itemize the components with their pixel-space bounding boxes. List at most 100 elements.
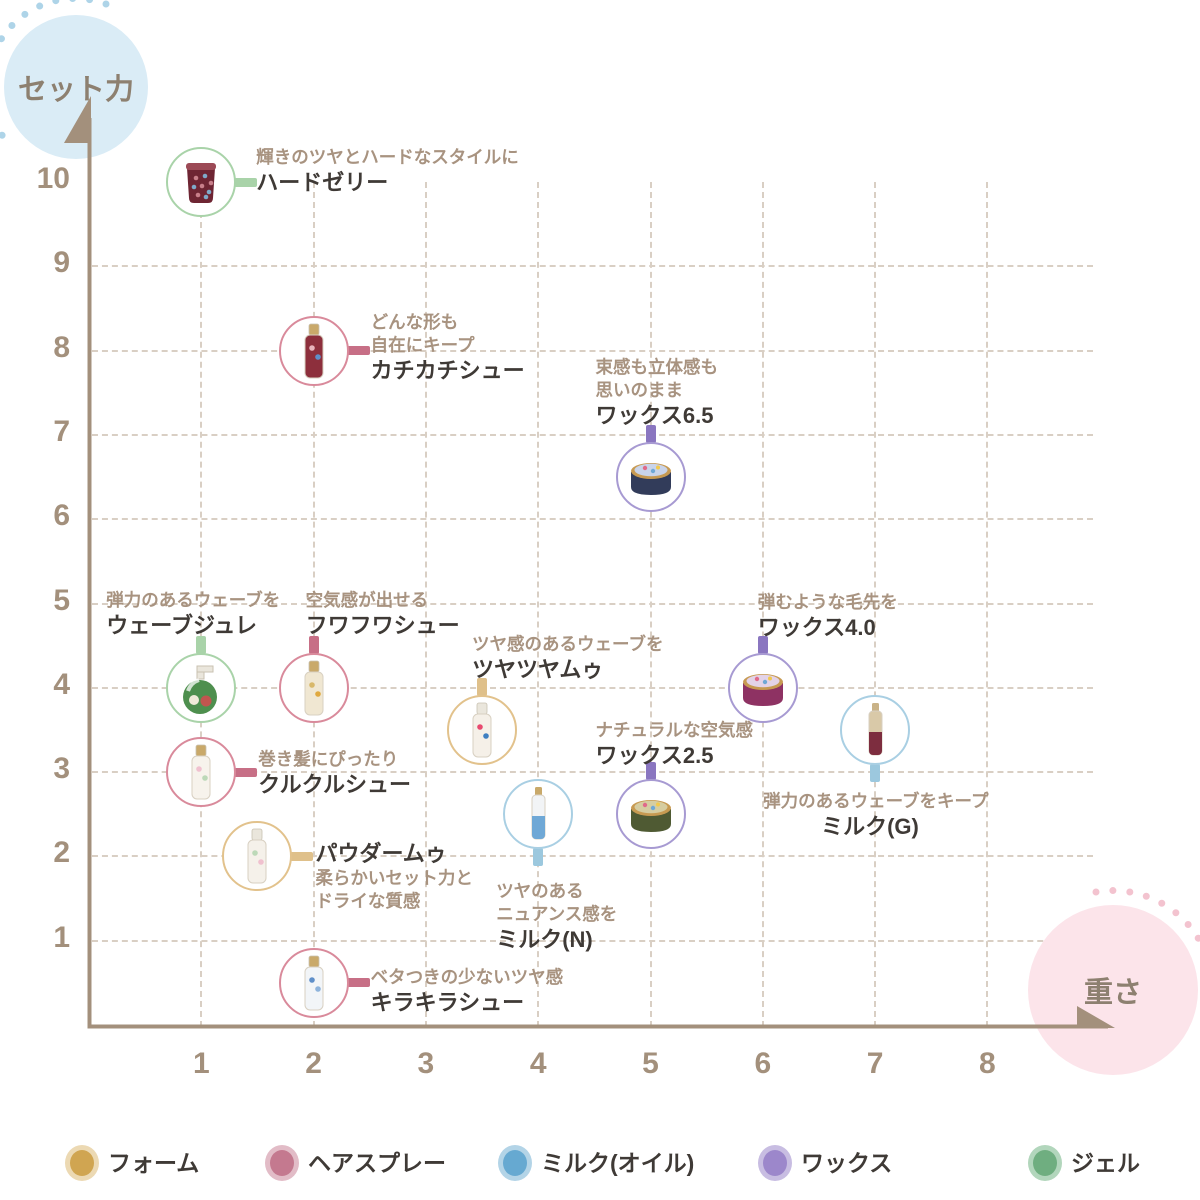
product-label: ベタつきの少ないツヤ感 キラキラシュー (371, 966, 564, 1016)
y-tick-label: 10 (36, 162, 70, 195)
product-name: パウダームゥ (315, 841, 447, 867)
product-point[interactable] (166, 147, 237, 217)
grid-line-horizontal (92, 939, 1093, 942)
product-label: 弾むような毛先を ワックス4.0 (758, 591, 898, 641)
label-connector (234, 767, 258, 777)
legend-dot-wax (763, 1150, 787, 1176)
product-image-icon (737, 665, 789, 711)
product-point[interactable] (166, 652, 237, 723)
product-point[interactable] (840, 694, 911, 765)
product-point[interactable] (615, 442, 686, 513)
y-tick-label: 7 (53, 414, 70, 448)
product-tagline: ツヤのある (496, 881, 584, 902)
y-axis-title: セット力 (17, 74, 134, 106)
label-connector (645, 425, 656, 444)
product-label: 輝きのツヤとハードなスタイルに ハードゼリー (256, 146, 519, 196)
product-point[interactable] (166, 737, 237, 808)
legend-dot-gel (1033, 1150, 1057, 1176)
x-tick-label: 4 (529, 1047, 547, 1080)
product-point[interactable] (222, 821, 293, 892)
label-connector (757, 635, 768, 654)
product-label: パウダームゥ 柔らかいセット力と ドライな質感 (315, 840, 473, 913)
product-image-icon (240, 827, 274, 885)
grid-line-vertical (537, 182, 540, 1027)
legend-label-gel: ジェル (1071, 1150, 1140, 1176)
product-label: ツヤ感のあるウェーブを ツヤツヤムゥ (472, 633, 663, 683)
product-tagline: 巻き髪にぴったり (258, 749, 399, 770)
product-point[interactable] (615, 779, 686, 850)
x-axis-title-bubble: 重さ (1028, 905, 1198, 1075)
product-name: ミルク(G) (821, 813, 919, 839)
grid-line-horizontal (92, 855, 1093, 858)
product-tagline: ベタつきの少ないツヤ感 (370, 966, 564, 987)
grid-line-vertical (649, 182, 652, 1027)
legend-label-wax: ワックス (801, 1150, 893, 1176)
grid-line-horizontal (92, 433, 1093, 436)
label-connector (196, 635, 207, 654)
x-tick-label: 6 (754, 1047, 772, 1080)
grid-line-horizontal (92, 686, 1093, 689)
product-name: ミルク(N) (496, 927, 593, 953)
grid-line-vertical (761, 182, 764, 1027)
product-label: ナチュラルな空気感 ワックス2.5 (596, 719, 754, 769)
legend-dot-foam (70, 1150, 94, 1176)
label-connector (346, 346, 370, 356)
y-tick-label: 3 (53, 752, 70, 786)
x-axis-title: 重さ (1083, 977, 1142, 1009)
product-point[interactable] (278, 947, 349, 1018)
y-tick-label: 4 (53, 667, 70, 701)
product-label: 弾力のあるウェーブを ウェーブジュレ (106, 589, 280, 639)
product-image-icon (625, 454, 677, 500)
product-tagline: どんな形も (370, 311, 459, 332)
product-name: カチカチシュー (370, 357, 525, 383)
x-tick-label: 7 (866, 1047, 884, 1080)
product-image-icon (297, 659, 331, 717)
label-connector (290, 851, 314, 861)
x-tick-label: 2 (305, 1047, 322, 1080)
product-name: ワックス6.5 (595, 403, 714, 429)
label-connector (346, 978, 370, 988)
product-image-icon (181, 159, 221, 205)
product-image-icon (860, 701, 890, 759)
product-label: 弾力のあるウェーブをキープ ミルク(G) (763, 790, 988, 840)
x-tick-label: 3 (417, 1047, 435, 1080)
product-name: ワックス4.0 (757, 614, 876, 640)
product-image-icon (177, 659, 225, 717)
product-point[interactable] (447, 694, 518, 765)
product-label: 巻き髪にぴったり クルクルシュー (258, 748, 411, 798)
grid-line-vertical (200, 182, 203, 1027)
label-connector (234, 177, 258, 187)
x-tick-label: 1 (192, 1047, 210, 1080)
y-tick-label: 9 (53, 246, 70, 280)
product-tagline: 柔らかいセット力と (315, 868, 473, 889)
legend-label-spray: ヘアスプレー (308, 1150, 446, 1176)
product-image-icon (297, 322, 331, 380)
y-tick-label: 2 (53, 836, 70, 870)
grid-line-vertical (986, 182, 989, 1027)
product-label: 空気感が出せる フワフワシュー (306, 589, 460, 639)
legend-label-foam: フォーム (108, 1150, 200, 1176)
product-point[interactable] (503, 779, 574, 850)
grid-line-horizontal (92, 265, 1093, 268)
product-tagline: 束感も立体感も (595, 357, 719, 378)
product-tagline: 弾力のあるウェーブをキープ (763, 790, 989, 811)
x-tick-label: 5 (642, 1047, 659, 1080)
product-point[interactable] (278, 652, 349, 723)
grid-line-vertical (424, 182, 427, 1027)
grid-line-horizontal (92, 602, 1093, 605)
product-label: 束感も立体感も 思いのまま ワックス6.5 (596, 356, 719, 429)
y-tick-label: 6 (53, 499, 70, 533)
product-point[interactable] (727, 652, 798, 723)
product-point[interactable] (278, 315, 349, 386)
product-name: ツヤツヤムゥ (472, 656, 604, 682)
grid-line-vertical (312, 182, 315, 1027)
product-name: ハードゼリー (256, 170, 389, 195)
product-tagline: ドライな質感 (315, 891, 421, 912)
product-name: ウェーブジュレ (106, 612, 257, 638)
product-tagline: 自在にキープ (370, 334, 475, 355)
product-name: クルクルシュー (258, 772, 411, 798)
product-image-icon (184, 743, 218, 801)
grid-line-vertical (874, 182, 877, 1027)
product-name: フワフワシュー (305, 612, 460, 638)
